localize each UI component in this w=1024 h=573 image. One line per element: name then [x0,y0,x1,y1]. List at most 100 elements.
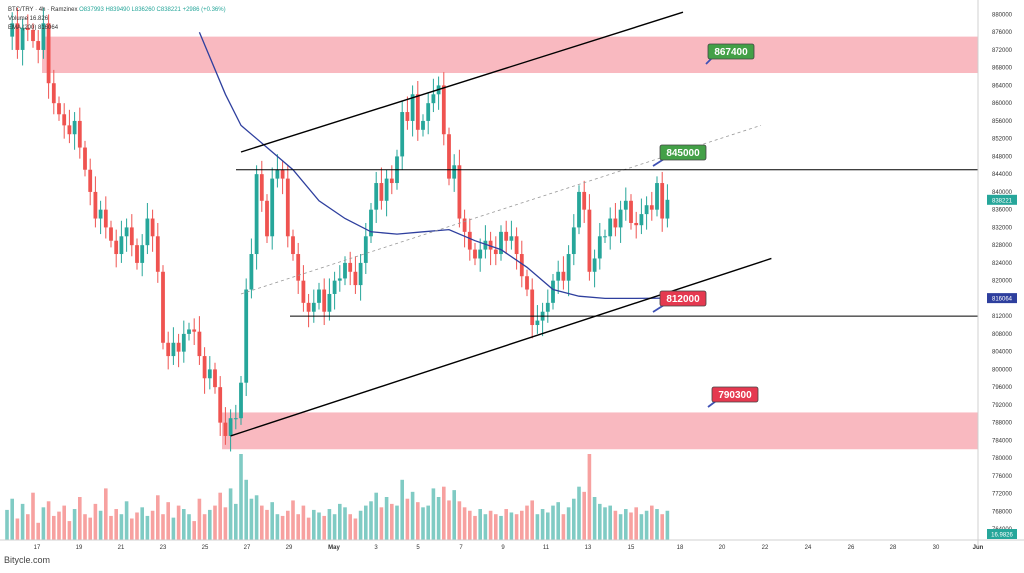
y-tick-label: 804000 [992,350,1013,356]
candle-body [332,280,337,294]
y-tick-label: 824000 [992,261,1013,267]
candle-body [629,200,633,223]
y-tick-label: 768000 [992,509,1013,515]
candle-body [405,112,410,121]
x-tick-label: 20 [719,545,726,551]
candle-body [504,231,509,241]
candle-body [483,240,488,250]
candle-body [473,249,477,259]
candle-body [655,183,659,210]
volume-bar [88,517,92,540]
x-tick-label: 21 [118,545,125,551]
candle-body [270,178,275,237]
volume-bar [358,510,363,540]
candle-body [83,147,87,170]
volume-bar [624,509,628,540]
x-tick-label: 22 [762,545,769,551]
candle-body [317,289,321,303]
candle-body [213,369,217,388]
candle-body [322,289,327,312]
volume-badge: 16.9826 [987,529,1017,539]
candle-body [41,23,46,50]
y-tick-label: 828000 [992,243,1013,249]
candle-body [488,240,493,250]
volume-bar [275,514,280,540]
candle-body [618,209,623,228]
volume-bar [410,491,415,540]
volume-bar [592,497,597,540]
volume-bar [520,510,524,540]
candle-body [207,369,212,379]
x-tick-label: 30 [933,545,940,551]
candle-body [571,227,576,255]
volume-bar [176,505,181,540]
x-tick-label: 26 [848,545,855,551]
volume-bar [416,502,420,540]
candle-body [665,199,670,219]
volume-bar [343,507,347,540]
candle-body [566,254,571,281]
candle-body [15,23,20,50]
volume-bar [182,509,186,540]
candle-body [166,342,171,357]
candle-body [389,178,394,184]
candle-body [155,236,160,272]
volume-bar [504,509,508,540]
candle-body [93,191,98,219]
volume-bar [150,510,155,540]
volume-bar [525,505,529,540]
volume-bar [306,517,311,540]
candle-body [327,293,332,312]
y-tick-label: 832000 [992,225,1013,231]
volume-bar [535,514,540,540]
candle-body [124,227,129,237]
volume-bar [249,498,254,540]
legend-ema: EMA (200) 816064 [8,25,59,31]
candle-body [275,169,280,179]
candle-body [306,302,311,312]
volume-bar [379,507,384,540]
candle-body [509,236,514,241]
callout-box [707,43,755,60]
volume-bar [603,507,607,540]
y-tick-label: 880000 [992,12,1013,18]
volume-bar [130,518,134,540]
candle-body [249,254,254,290]
candle-body [285,178,290,237]
candle-body [530,289,535,326]
candle-body [431,94,436,104]
candle-body [343,262,347,279]
candle-body [369,209,373,237]
x-tick-label: 25 [202,545,209,551]
volume-bar [436,497,441,540]
candle-body [280,169,285,179]
candle-body [187,329,191,334]
candle-body [608,218,613,237]
volume-bar [104,488,108,540]
volume-bar [348,514,352,540]
x-tick-label: 19 [76,545,83,551]
candle-body [556,271,561,281]
volume-bar [228,488,233,540]
volume-bar [530,500,534,540]
volume-bar [556,502,560,540]
volume-bar [223,507,228,540]
y-tick-label: 844000 [992,172,1013,178]
y-tick-label: 776000 [992,474,1013,480]
current-price-badge-box [987,194,1017,205]
candle-body [384,178,389,201]
current-price-badge-text: 838221 [992,198,1013,204]
volume-bar [421,507,425,540]
volume-bar [462,507,467,540]
volume-bar [400,479,404,540]
volume-bar [332,514,337,540]
candle-body [623,200,628,210]
volume-bar [374,492,378,540]
volume-bar [457,501,462,540]
y-tick-label: 864000 [992,83,1013,89]
volume-bar [384,497,389,540]
legend: BTC/TRY · 4h · Ramzinex O837993 H839490 … [8,6,226,33]
x-tick-label: 13 [585,545,592,551]
volume-bar [291,500,295,540]
